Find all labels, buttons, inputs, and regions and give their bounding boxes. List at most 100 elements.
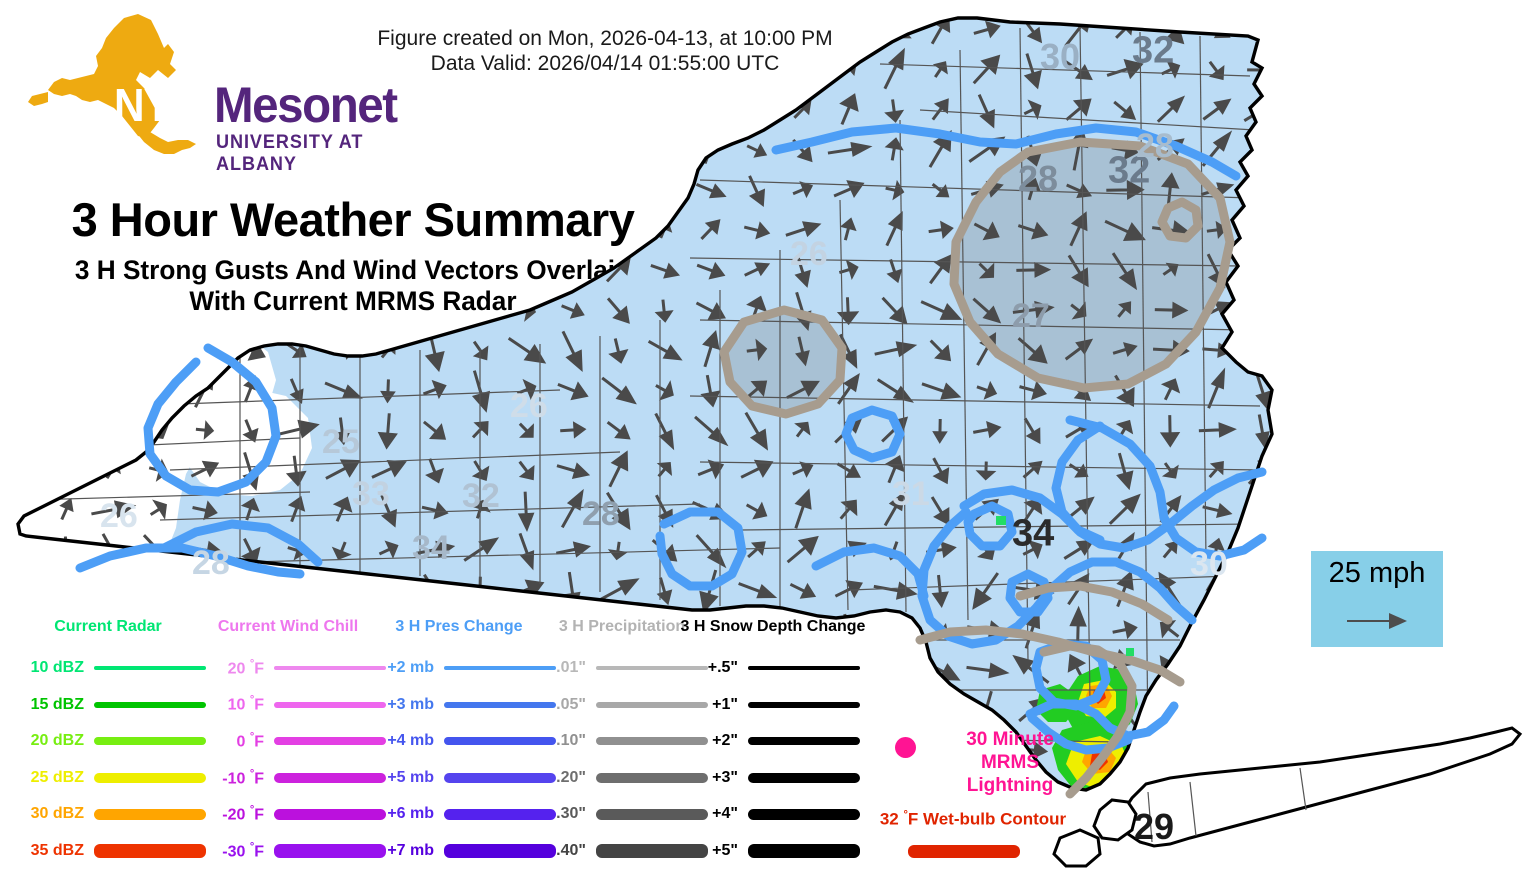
wind-vector-arrow — [1478, 700, 1507, 720]
legend-item: 35 dBZ — [10, 841, 206, 861]
wind-vector-arrow — [283, 61, 311, 81]
wind-vector-arrow — [18, 97, 30, 125]
wind-vector-arrow — [1483, 300, 1500, 321]
wind-vector-arrow — [1294, 18, 1323, 41]
legend-item-label: 15 dBZ — [30, 695, 84, 713]
legend-item-swatch — [748, 844, 860, 858]
wind-vector-arrow — [139, 100, 180, 119]
wind-vector-arrow — [746, 143, 768, 158]
wind-vector-arrow — [794, 56, 810, 82]
wind-vector-arrow — [1114, 781, 1136, 790]
wind-vector-arrow — [1112, 620, 1138, 640]
wind-vector-arrow — [1296, 455, 1320, 485]
wind-vector-arrow — [100, 57, 125, 82]
wind-vector-arrow — [1381, 660, 1419, 679]
wind-vector-arrow — [1482, 819, 1502, 840]
wetbulb-legend-label: 32 °F Wet-bulb Contour — [879, 809, 1067, 829]
legend-item-swatch — [444, 701, 556, 708]
precipitation-contours — [719, 137, 1235, 799]
wind-vector-arrow — [1427, 651, 1464, 690]
lightning-legend-line3: Lightning — [966, 775, 1054, 796]
wind-vector-arrow — [1477, 573, 1507, 607]
wind-vector-arrow — [1343, 377, 1365, 404]
wind-vector-arrow — [518, 422, 534, 438]
wind-vector-arrow — [1250, 339, 1272, 360]
wind-vector-arrow — [608, 450, 629, 488]
legend-item-label: 10 dBZ — [30, 659, 84, 676]
gust-label: 27 — [1012, 297, 1050, 335]
wind-vector-arrow — [18, 300, 32, 320]
legend-item-label: 20 °F — [227, 657, 264, 678]
wind-vector-arrow — [1386, 816, 1414, 845]
wind-vector-arrow — [425, 294, 444, 328]
wind-vector-arrow — [1289, 341, 1328, 359]
wind-vector-arrow — [1069, 211, 1088, 247]
wind-vector-arrow — [699, 58, 723, 82]
wind-vector-arrow — [608, 178, 630, 202]
wind-vector-arrow — [647, 340, 683, 361]
wind-vector-arrow — [1478, 218, 1506, 243]
legend-item: .30" — [536, 804, 708, 824]
wind-vector-arrow — [18, 341, 33, 361]
wind-vector-arrow — [744, 262, 771, 277]
wind-vector-arrow — [1343, 260, 1365, 280]
wind-vector-arrow — [333, 259, 351, 282]
figure-timestamp-block: Figure created on Mon, 2026-04-13, at 10… — [340, 26, 870, 76]
legend-item-label: 30 dBZ — [30, 805, 84, 823]
wind-vector-arrow — [1151, 737, 1191, 762]
wind-vector-arrow — [287, 140, 307, 161]
wind-vector-arrow — [1435, 17, 1457, 43]
wind-vector-arrow — [332, 496, 353, 522]
wind-vector-arrow — [1245, 222, 1272, 239]
wind-vector-arrow — [738, 582, 778, 599]
wind-vector-arrow — [196, 62, 213, 78]
wind-vector-arrow — [786, 535, 819, 564]
wind-vector-arrow — [1160, 172, 1180, 206]
wind-vector-arrow — [1294, 820, 1322, 839]
wind-vector-arrow — [59, 456, 75, 486]
wind-vector-arrow — [606, 421, 631, 440]
wind-vector-arrow — [973, 221, 1000, 241]
wind-vector-arrow — [608, 338, 629, 364]
legend-item: +5" — [686, 841, 860, 861]
wind-vector-arrow — [46, 221, 90, 238]
wind-vector-arrow — [46, 579, 88, 600]
wind-vector-arrow — [423, 100, 447, 119]
wind-vector-arrow — [560, 421, 587, 439]
wind-vector-arrow — [143, 179, 175, 200]
wind-vector-arrow — [552, 140, 594, 161]
legend-item-label: .05" — [556, 695, 586, 713]
wind-vector-arrow — [56, 55, 76, 83]
wind-vector-arrow — [1063, 496, 1095, 523]
wind-vector-arrow — [555, 183, 593, 199]
wind-vector-arrow — [746, 92, 766, 126]
wind-vector-arrow — [1246, 732, 1272, 766]
wind-vector-arrow — [1390, 22, 1409, 39]
gust-label: 32 — [1108, 149, 1150, 191]
wind-vector-arrow — [884, 99, 905, 123]
wind-vector-arrow — [1296, 213, 1320, 247]
wind-vector-arrow — [966, 662, 1010, 679]
wind-vector-arrow — [330, 61, 356, 79]
wind-vector-arrow — [1069, 605, 1087, 651]
wind-vector-arrow — [1389, 260, 1410, 280]
wind-vector-arrow — [1202, 502, 1233, 519]
wind-vector-arrow — [1337, 136, 1372, 164]
wind-vector-arrow — [701, 101, 721, 119]
wind-vector-arrow — [1292, 301, 1324, 318]
wind-vector-arrow — [242, 54, 260, 88]
wind-vector-arrow — [424, 330, 445, 373]
wind-vector-arrow — [419, 172, 451, 211]
legend-item-swatch — [94, 808, 206, 821]
legend-item-label: -20 °F — [222, 804, 264, 824]
wind-scale-box: 25 mph — [1311, 551, 1443, 647]
gust-label: 30 — [1190, 545, 1228, 583]
wind-vector-arrow — [1117, 301, 1132, 318]
gust-label: 30 — [1040, 36, 1080, 77]
wind-vector-arrow — [415, 540, 456, 559]
wind-vector-arrow — [839, 18, 859, 43]
wind-vector-arrow — [18, 578, 31, 603]
wind-vector-arrow — [558, 102, 588, 118]
legend-item-label: +6 mb — [387, 805, 434, 823]
